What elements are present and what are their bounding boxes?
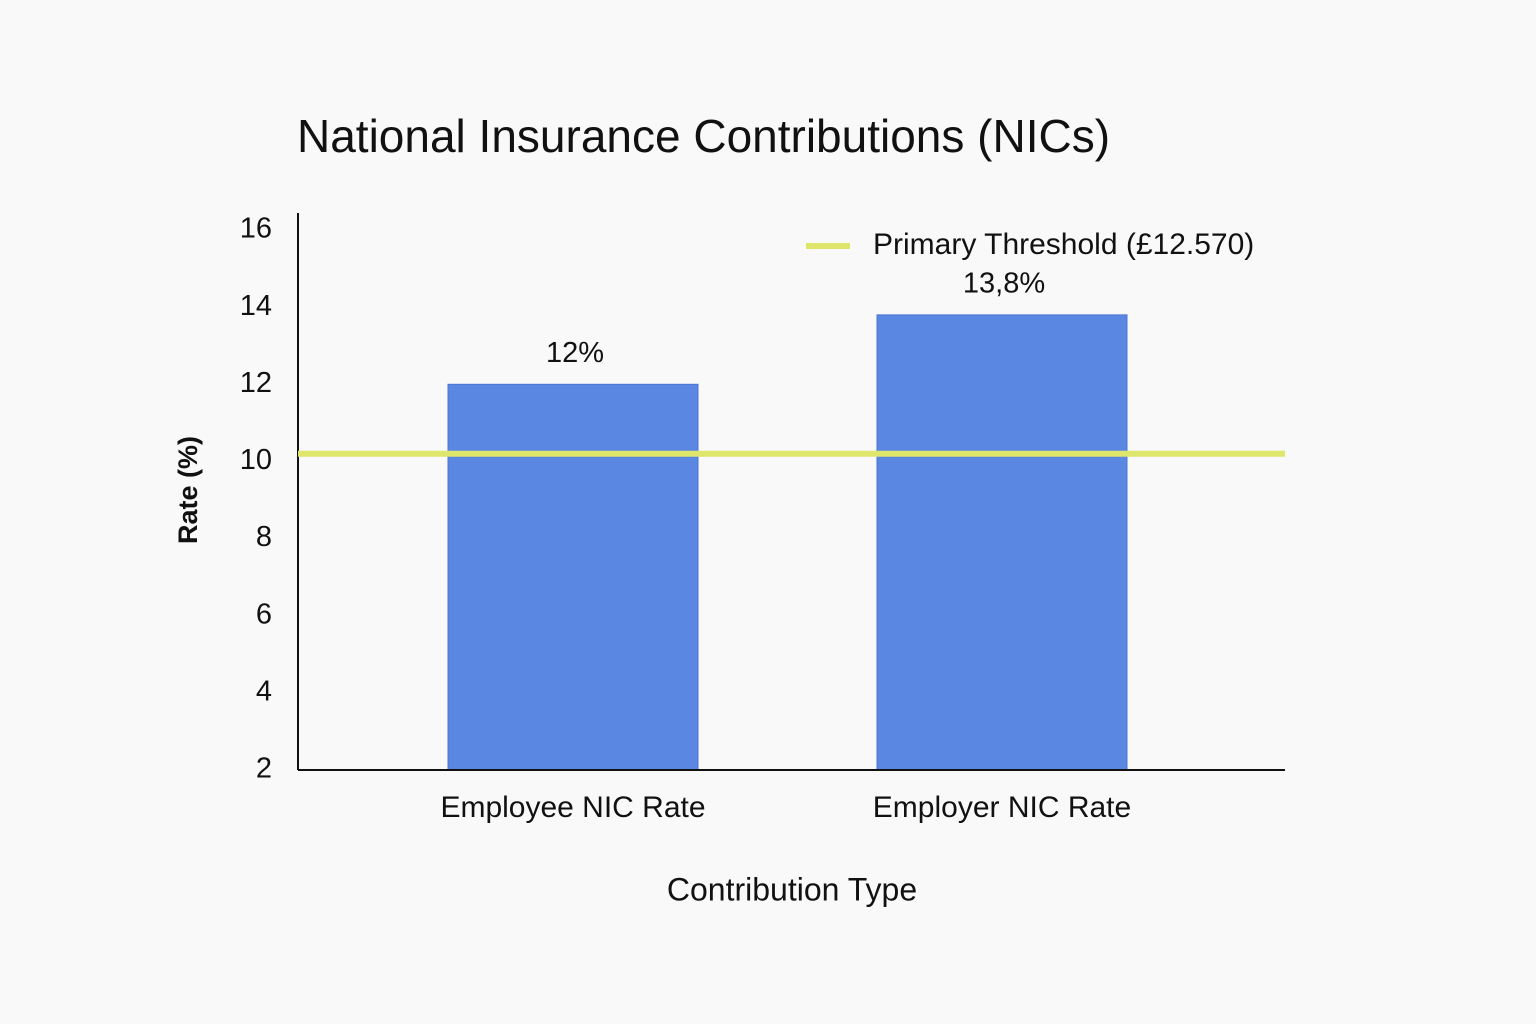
x-axis-title: Contribution Type <box>667 871 917 907</box>
bar <box>447 383 699 771</box>
data-label: 12% <box>546 337 604 369</box>
y-tick-label: 12 <box>240 367 272 399</box>
x-tick-label: Employee NIC Rate <box>440 791 705 824</box>
y-axis-title: Rate (%) <box>173 436 203 544</box>
y-tick-label: 8 <box>256 521 272 553</box>
y-tick-label: 10 <box>240 444 272 476</box>
bar <box>876 314 1128 771</box>
y-tick-label: 14 <box>240 290 272 322</box>
chart-title: National Insurance Contributions (NICs) <box>297 110 1110 162</box>
y-tick-label: 4 <box>256 676 272 708</box>
x-tick-label: Employer NIC Rate <box>873 791 1131 824</box>
y-tick-label: 2 <box>256 753 272 785</box>
legend-label: Primary Threshold (£12.570) <box>873 228 1254 261</box>
data-label: 13,8% <box>963 268 1045 300</box>
y-tick-label: 6 <box>256 598 272 630</box>
y-tick-label: 16 <box>240 213 272 245</box>
